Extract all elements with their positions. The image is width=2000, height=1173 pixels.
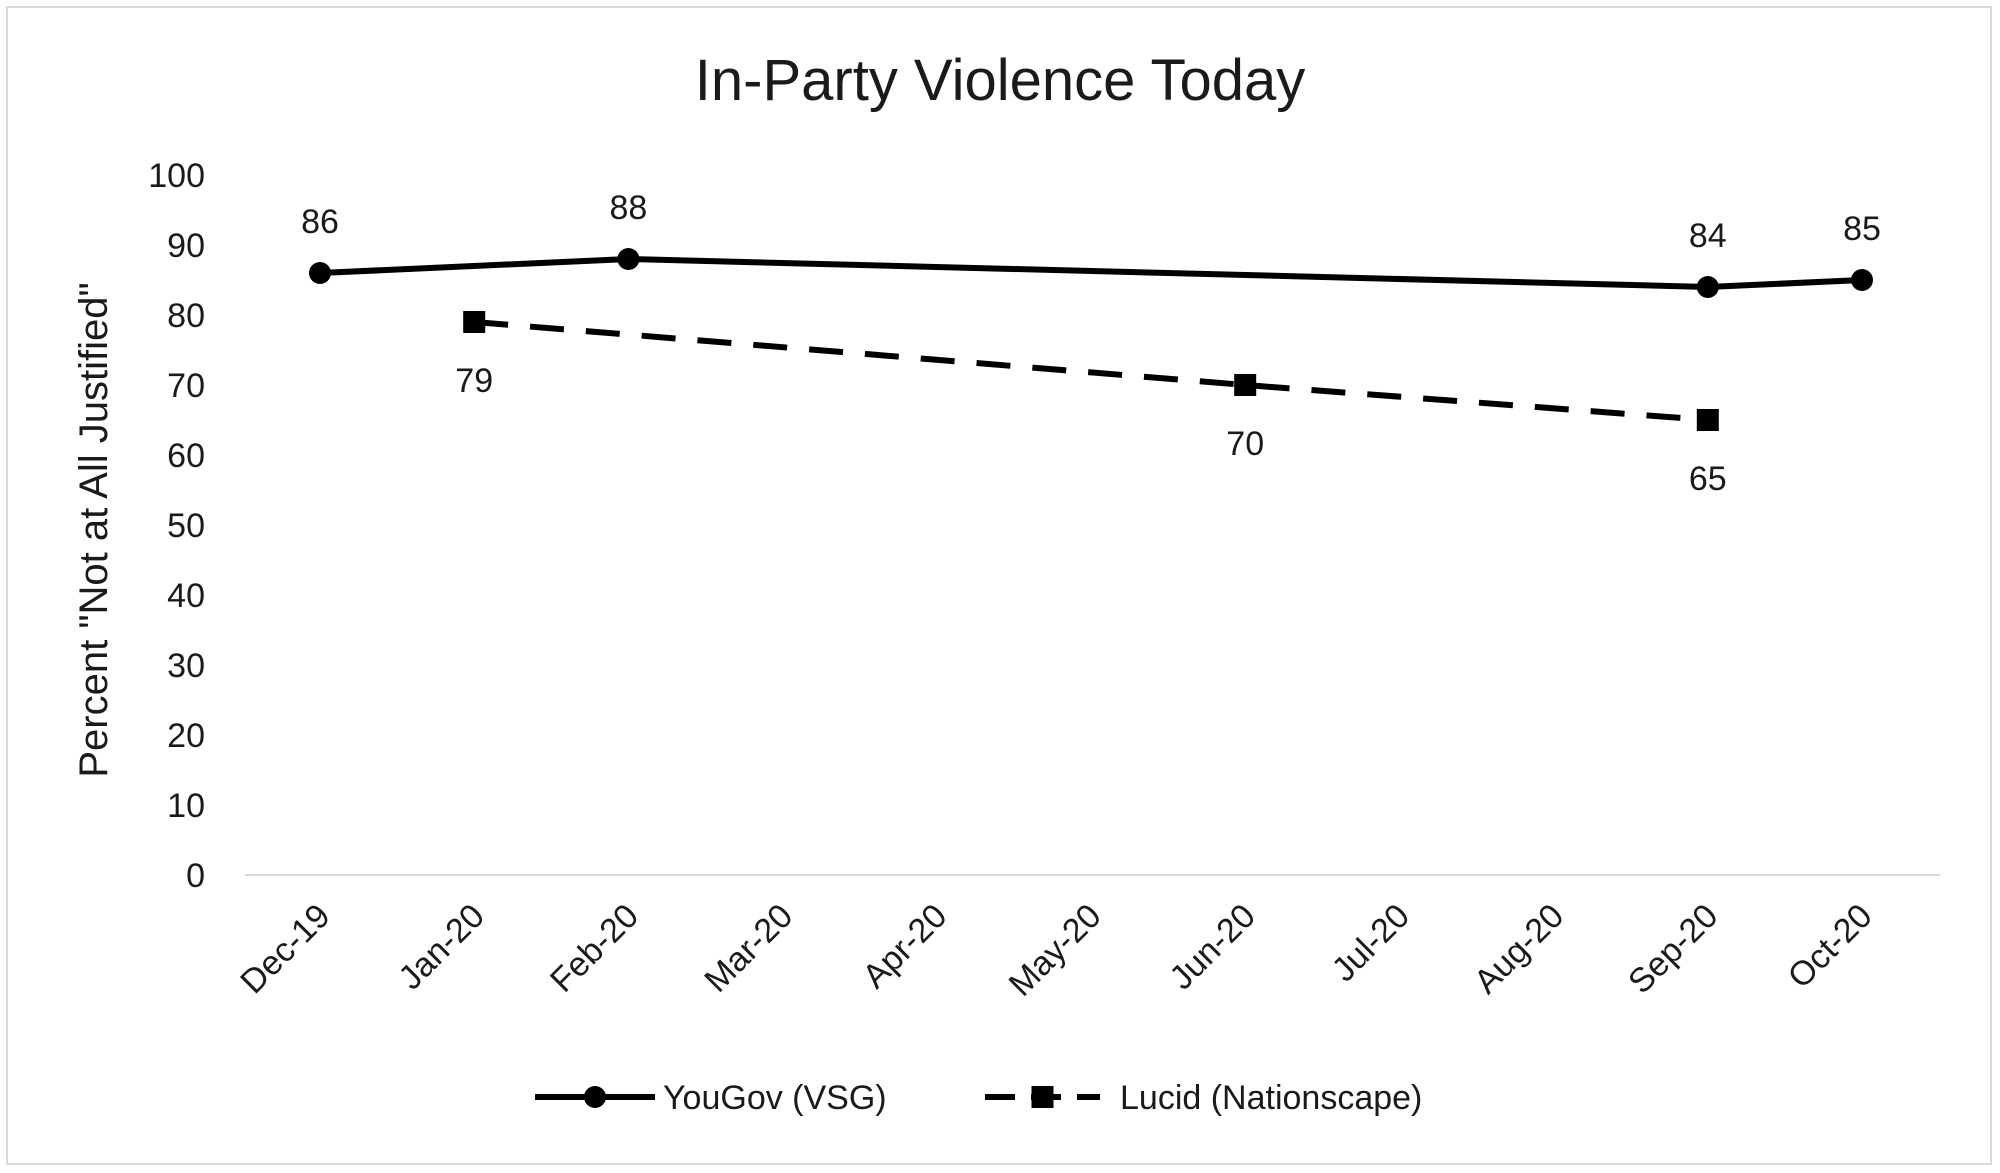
data-label: 88 [609,189,647,227]
y-tick-label: 80 [167,297,205,335]
plot-area: 0 10 20 30 40 50 60 70 80 90 100 Dec-19 Jan-20 Feb-20… [148,157,1940,1004]
data-point-marker [1234,374,1257,396]
x-tick-label: Apr-20 [855,897,954,996]
data-point-marker [1696,276,1719,298]
legend-marker-2 [1031,1086,1054,1108]
data-point-marker [309,262,331,284]
data-point-marker [1696,409,1719,431]
y-tick-label: 40 [167,577,205,615]
x-tick-label: May-20 [1002,897,1109,1004]
x-tick-label: Jul-20 [1325,897,1417,989]
legend: YouGov (VSG) Lucid (Nationscape) [535,1079,1422,1117]
y-tick-label: 90 [167,227,205,265]
chart-frame [6,6,1992,1165]
y-tick-label: 10 [167,787,205,825]
x-tick-label: Feb-20 [543,897,646,1000]
y-tick-label: 20 [167,717,205,755]
data-point-marker [1851,269,1873,291]
y-tick-label: 70 [167,367,205,405]
y-tick-label: 0 [186,857,205,895]
x-tick-label: Jun-20 [1162,897,1262,997]
legend-label-2: Lucid (Nationscape) [1120,1079,1422,1117]
data-label: 84 [1689,217,1727,255]
legend-label-1: YouGov (VSG) [663,1079,887,1117]
data-point-marker [617,248,640,270]
data-label: 85 [1843,210,1881,248]
y-tick-label: 100 [148,157,205,195]
x-tick-label: Oct-20 [1781,897,1880,996]
x-tick-label: Jan-20 [391,897,491,997]
x-tick-label: Dec-19 [233,897,337,1001]
series-line-1 [319,255,1863,291]
data-point-marker [463,311,486,333]
series-line-2 [473,319,1709,423]
chart-title: In-Party Violence Today [695,48,1305,113]
data-label: 86 [301,203,339,241]
x-tick-label: Mar-20 [697,897,800,1000]
data-label: 65 [1689,460,1727,498]
y-tick-label: 50 [167,507,205,545]
legend-marker-1 [584,1086,606,1108]
y-tick-label: 60 [167,437,205,475]
data-label: 79 [455,362,493,400]
x-tick-label: Aug-20 [1467,897,1571,1001]
y-axis-title: Percent "Not at All Justified" [72,282,116,777]
data-label: 70 [1226,425,1264,463]
x-tick-label: Sep-20 [1621,897,1725,1001]
y-tick-label: 30 [167,647,205,685]
